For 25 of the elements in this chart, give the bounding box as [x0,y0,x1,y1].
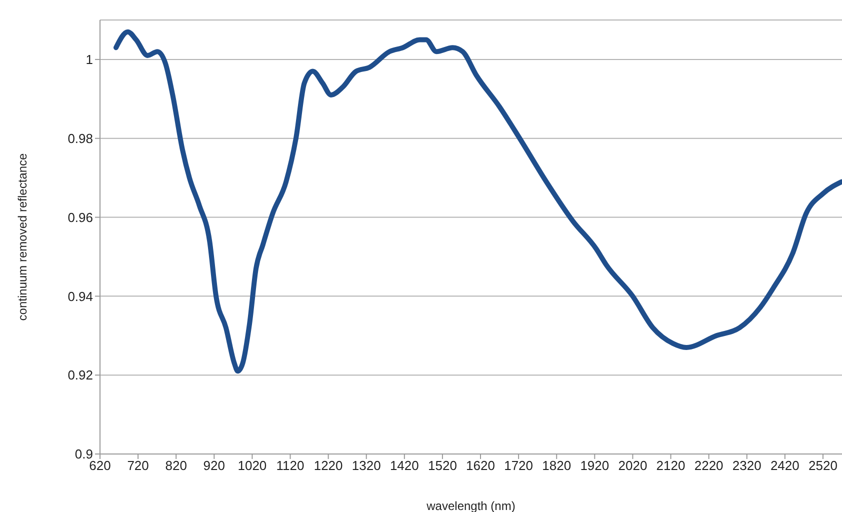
y-axis-title: continuum removed reflectance [15,152,30,321]
y-tick-label: 0.92 [68,368,93,383]
x-tick-label: 1820 [542,458,572,474]
x-tick-label: 2320 [732,458,762,474]
y-tick-label: 1 [86,52,93,68]
y-tick-label: 0.98 [68,130,93,146]
x-tick-label: 1020 [238,458,267,474]
x-tick-label: 2420 [770,458,800,474]
x-tick-label: 1120 [276,458,304,474]
x-tick-label: 1520 [428,458,457,474]
x-tick-label: 2220 [694,458,724,474]
x-tick-label: 1220 [314,458,343,474]
x-tick-label: 1620 [466,458,495,474]
x-tick-label: 2120 [656,458,686,474]
y-tick-label: 0.96 [68,210,93,225]
x-tick-label: 1320 [352,458,381,474]
x-tick-label: 2020 [618,458,648,474]
x-tick-label: 2520 [808,458,838,474]
x-tick-label: 720 [127,458,149,474]
x-tick-label: 1920 [580,458,610,474]
y-tick-label: 0.94 [68,288,93,304]
x-tick-label: 820 [165,458,187,474]
x-tick-label: 920 [203,458,226,474]
x-tick-label: 1420 [390,458,419,474]
x-tick-label: 1720 [504,458,534,474]
